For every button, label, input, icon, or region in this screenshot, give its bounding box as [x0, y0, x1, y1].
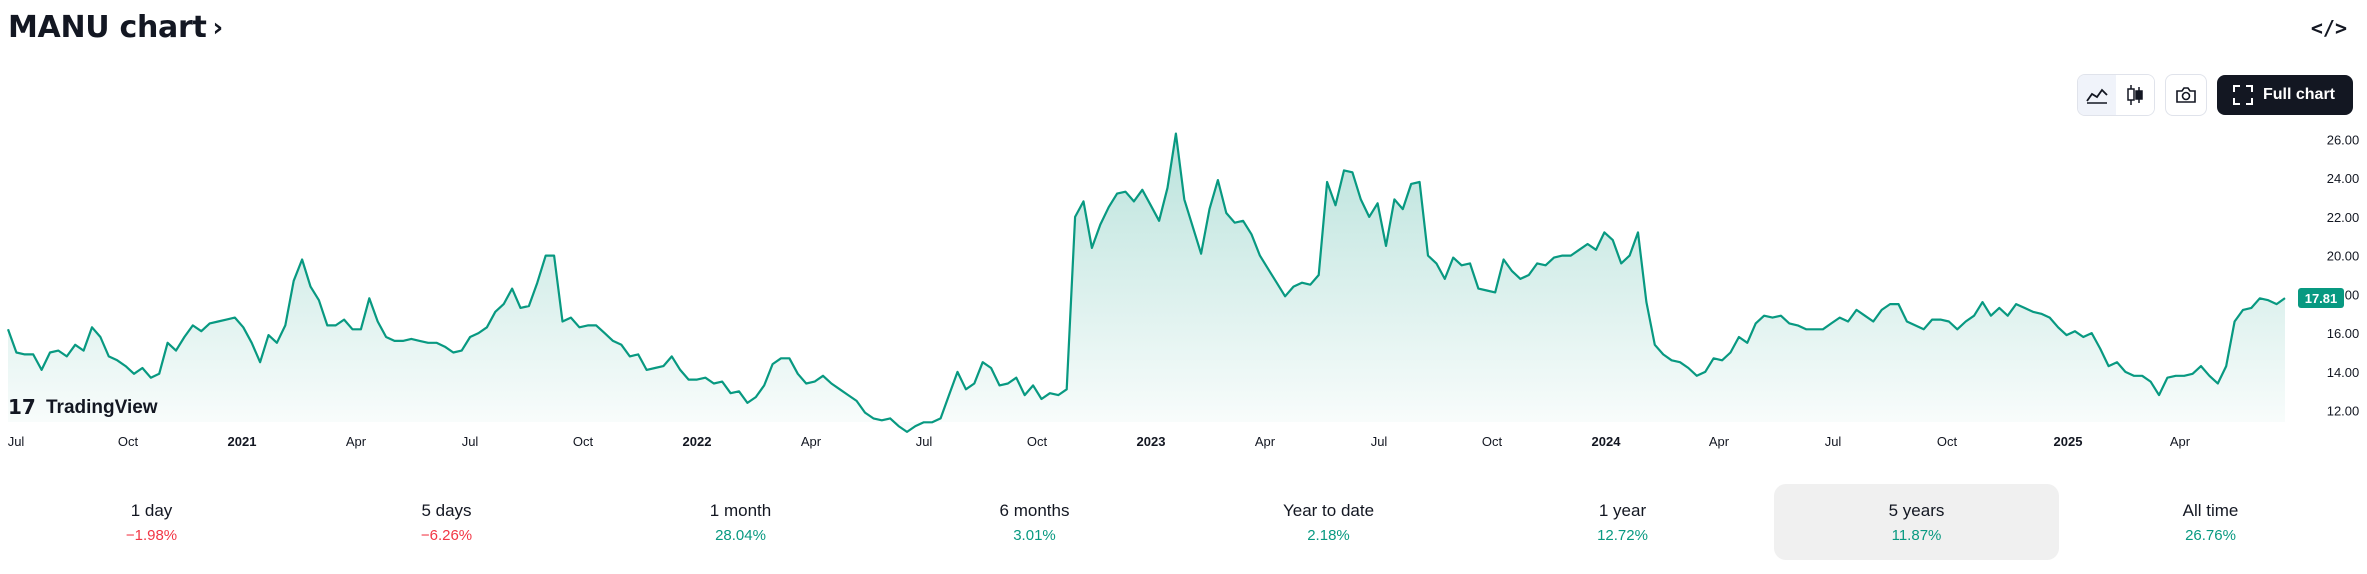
last-price-badge: [2298, 288, 2344, 309]
camera-icon: [2176, 87, 2196, 103]
period-label: 1 day: [130, 500, 173, 520]
period-1-day[interactable]: 1 day −1.98%: [9, 484, 294, 560]
x-tick-label: Jul: [1371, 434, 1388, 449]
x-tick-label: Oct: [1027, 434, 1048, 449]
period-change-value: −6.26%: [420, 526, 473, 544]
x-tick-label: Jul: [462, 434, 479, 449]
period-change-value: 12.72%: [1597, 526, 1648, 544]
price-chart[interactable]: 26.0024.0022.0020.0018.0016.0014.0012.00…: [0, 120, 2367, 450]
area-fill: [8, 133, 2285, 432]
period-1-month[interactable]: 1 month 28.04%: [598, 484, 883, 560]
area-chart-button[interactable]: [2077, 75, 2116, 115]
period-change-value: 3.01%: [1013, 526, 1056, 544]
x-tick-label: Jul: [8, 434, 25, 449]
x-tick-label: Apr: [801, 434, 822, 449]
y-tick-label: 26.00: [2327, 132, 2360, 147]
period-label: 1 year: [1598, 500, 1647, 520]
period-1-year[interactable]: 1 year 12.72%: [1480, 484, 1765, 560]
x-tick-label: 2023: [1137, 434, 1166, 449]
last-price-label: 17.81: [2305, 291, 2338, 306]
tradingview-logo[interactable]: 17 TradingView: [8, 395, 158, 419]
x-tick-label: Apr: [2170, 434, 2191, 449]
y-tick-label: 20.00: [2327, 249, 2360, 264]
period-all-time[interactable]: All time 26.76%: [2068, 484, 2353, 560]
tradingview-logo-text: TradingView: [46, 397, 158, 418]
x-tick-label: Jul: [916, 434, 933, 449]
x-tick-label: 2021: [228, 434, 257, 449]
period-label: All time: [2182, 500, 2239, 520]
chart-title-text: MANU chart: [8, 10, 207, 45]
period-year-to-date[interactable]: Year to date 2.18%: [1186, 484, 1471, 560]
code-icon: </>: [2310, 16, 2347, 40]
snapshot-button[interactable]: [2164, 74, 2207, 116]
x-tick-label: Oct: [118, 434, 139, 449]
chevron-right-icon: ›: [212, 12, 224, 43]
embed-code-button[interactable]: </>: [2311, 16, 2347, 40]
x-tick-label: Jul: [1825, 434, 1842, 449]
period-label: 6 months: [999, 500, 1070, 520]
x-tick-label: Apr: [346, 434, 367, 449]
chart-title[interactable]: MANU chart ›: [8, 10, 223, 45]
chart-type-toggle: [2076, 74, 2155, 116]
period-5-days[interactable]: 5 days −6.26%: [304, 484, 589, 560]
period-label: 5 days: [421, 500, 472, 520]
y-tick-label: 22.00: [2327, 210, 2360, 225]
period-label: 5 years: [1888, 500, 1945, 520]
x-tick-label: 2025: [2054, 434, 2083, 449]
full-chart-label: Full chart: [2262, 86, 2335, 103]
candlestick-button[interactable]: [2115, 75, 2154, 115]
price-line: [6, 132, 2286, 433]
x-tick-label: Oct: [1937, 434, 1958, 449]
period-5-years[interactable]: 5 years 11.87%: [1774, 484, 2059, 560]
x-tick-label: Apr: [1709, 434, 1730, 449]
expand-icon: [2232, 85, 2253, 105]
area-chart-icon: [2086, 88, 2108, 104]
period-change-value: 28.04%: [715, 526, 766, 544]
y-tick-label: 14.00: [2327, 365, 2360, 380]
period-label: 1 month: [709, 500, 772, 520]
x-tick-label: Oct: [573, 434, 594, 449]
x-tick-label: Oct: [1482, 434, 1503, 449]
chart-toolbar: Full chart: [2076, 74, 2353, 116]
full-chart-button[interactable]: Full chart: [2216, 75, 2353, 115]
period-label: Year to date: [1282, 500, 1375, 520]
period-6-months[interactable]: 6 months 3.01%: [892, 484, 1177, 560]
x-tick-label: Apr: [1255, 434, 1276, 449]
performance-periods: 1 day −1.98% 5 days −6.26% 1 month 28.04% 6 mo…: [0, 484, 2367, 560]
period-change-value: 26.76%: [2185, 526, 2236, 544]
y-tick-label: 16.00: [2327, 326, 2360, 341]
period-change-value: −1.98%: [125, 526, 178, 544]
period-change-value: 11.87%: [1891, 526, 1942, 544]
tradingview-mark-icon: 17: [8, 395, 36, 419]
x-tick-label: 2024: [1592, 434, 1622, 449]
candlestick-icon: [2127, 85, 2143, 105]
period-change-value: 2.18%: [1307, 526, 1350, 544]
y-tick-label: 24.00: [2327, 171, 2360, 186]
x-tick-label: 2022: [683, 434, 712, 449]
y-tick-label: 12.00: [2327, 404, 2360, 419]
